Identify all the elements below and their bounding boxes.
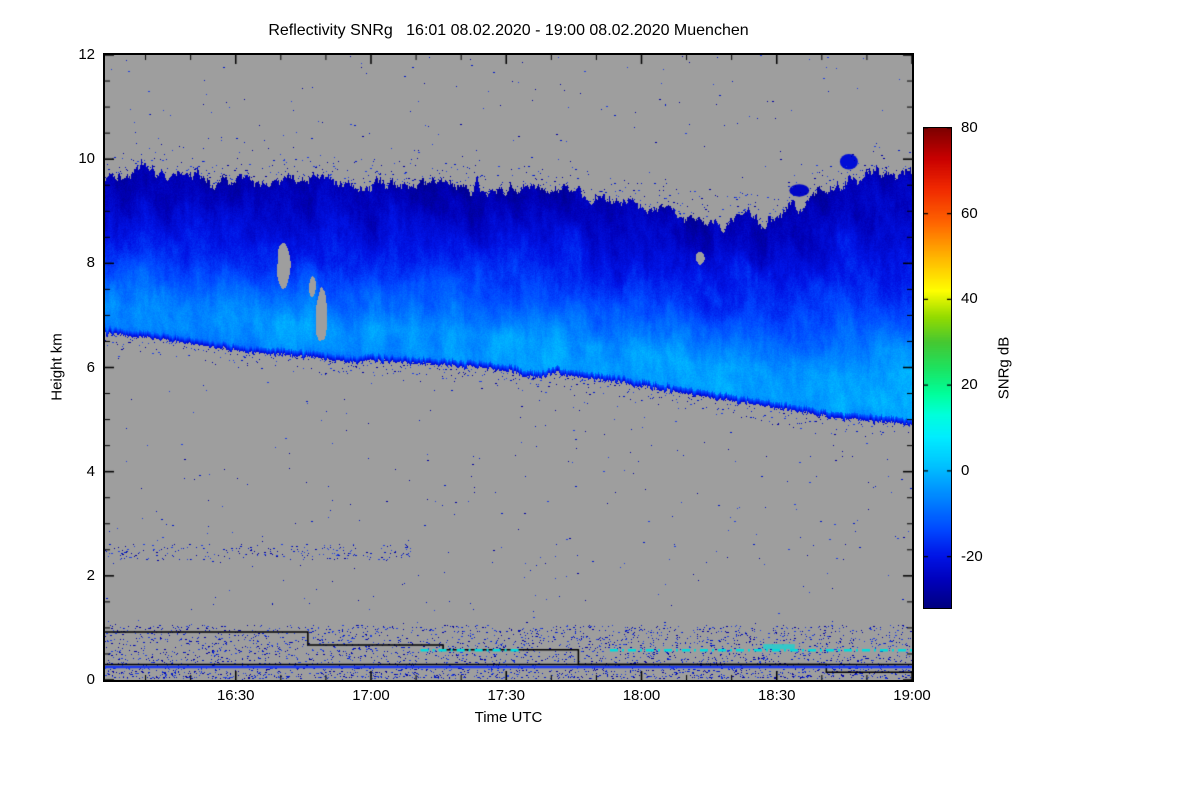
y-axis-label: Height km — [48, 333, 66, 401]
y-tick-label: 12 — [78, 46, 95, 63]
y-tick-label: 8 — [86, 254, 95, 272]
heatmap-canvas — [105, 55, 912, 680]
x-tick-label: 18:30 — [757, 687, 796, 704]
colorbar-tick-label: 20 — [961, 376, 978, 394]
colorbar-canvas — [924, 128, 951, 608]
colorbar-label: SNRg dB — [995, 336, 1013, 400]
plot-area — [103, 53, 914, 682]
x-tick-label: 18:00 — [622, 687, 661, 704]
x-tick-label: 16:30 — [216, 687, 255, 704]
colorbar-tick-label: 40 — [961, 290, 978, 308]
y-tick-label: 2 — [86, 566, 95, 584]
y-tick-label: 0 — [86, 671, 95, 688]
colorbar-tick-label: 0 — [961, 461, 970, 479]
colorbar-tick-label: 60 — [961, 204, 978, 222]
plot-title: Reflectivity SNRg 16:01 08.02.2020 - 19:… — [268, 22, 749, 39]
colorbar-tick-label: 80 — [961, 119, 978, 136]
x-tick-label: 17:00 — [352, 687, 390, 704]
x-axis-label: Time UTC — [474, 709, 543, 726]
y-tick-label: 6 — [86, 358, 95, 376]
x-tick-label: 19:00 — [893, 687, 931, 704]
colorbar — [923, 127, 952, 609]
y-tick-label: 10 — [78, 150, 95, 168]
x-tick-label: 17:30 — [487, 687, 526, 704]
colorbar-tick-label: -20 — [961, 547, 983, 565]
y-tick-label: 4 — [86, 462, 95, 480]
